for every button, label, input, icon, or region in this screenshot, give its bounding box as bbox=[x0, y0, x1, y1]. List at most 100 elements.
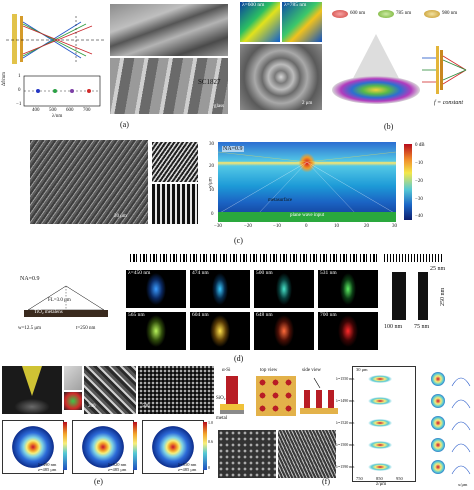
sem-f-2 bbox=[278, 430, 336, 478]
sem-grating-bottom bbox=[110, 58, 228, 114]
db-tick: −40 bbox=[415, 214, 423, 219]
field-x-tick: 10 bbox=[334, 224, 339, 229]
focus-cone bbox=[22, 366, 42, 396]
plot-x-tick: 500 bbox=[49, 108, 57, 113]
db-colorbar bbox=[404, 144, 412, 220]
pillar-cell bbox=[226, 376, 238, 404]
thickness-label: t=250 nm bbox=[76, 326, 96, 331]
focal-scan-row bbox=[354, 416, 412, 430]
grating-ray-diagram bbox=[6, 14, 106, 64]
focal-scan-row bbox=[354, 394, 412, 408]
dot-980-icon bbox=[424, 10, 440, 18]
plot-y-tick: −1 bbox=[16, 102, 22, 107]
field-rays bbox=[218, 151, 396, 222]
focal-spot-520 bbox=[72, 420, 134, 474]
field-x-tick: −20 bbox=[244, 224, 252, 229]
field-y-tick: 0 bbox=[211, 212, 214, 217]
top-view-label: top view bbox=[260, 368, 278, 373]
data-point bbox=[70, 89, 74, 93]
metasurface-label: metasurface bbox=[268, 198, 293, 203]
metalens-barcode bbox=[130, 254, 380, 262]
focal-label: λ=490 nm bbox=[38, 462, 57, 467]
tio2-lens-schematic bbox=[24, 285, 108, 317]
dim-top-label: 25 nm bbox=[430, 266, 446, 272]
field-x-tick: 0 bbox=[305, 224, 308, 229]
spot bbox=[431, 372, 445, 386]
dot-785-icon bbox=[378, 10, 394, 18]
dot-600-icon bbox=[332, 10, 348, 18]
data-point bbox=[87, 89, 91, 93]
spot bbox=[431, 460, 445, 474]
field-x-tick: 30 bbox=[392, 224, 397, 229]
x-tick: 750 bbox=[356, 476, 363, 481]
panel-label-e: (e) bbox=[94, 477, 103, 486]
focal-sub: z=485 μm bbox=[38, 467, 57, 472]
focal-constant-label: f = constant bbox=[434, 100, 464, 106]
sem-metalens-wide bbox=[30, 140, 148, 224]
wavelength-row-label: λ=1490 nm bbox=[336, 398, 355, 403]
tile-474: 474 nm bbox=[190, 270, 250, 308]
metal-label: metal bbox=[216, 416, 228, 421]
top-view-grid bbox=[256, 376, 296, 416]
cell-inset bbox=[64, 366, 82, 390]
spot bbox=[431, 438, 445, 452]
sem-zoom-1 bbox=[152, 142, 198, 182]
dim-bottom-left-label: 100 nm bbox=[384, 324, 403, 330]
sem-pillars-2 bbox=[138, 366, 214, 414]
focal-spot-490 bbox=[2, 420, 64, 474]
material-label: α-Si bbox=[222, 368, 231, 373]
x-tick: 950 bbox=[396, 476, 403, 481]
spot bbox=[431, 416, 445, 430]
substrate-label: glass bbox=[214, 104, 224, 109]
scale-bar-label: 20 μm bbox=[114, 214, 127, 219]
db-tick: 0 dB bbox=[415, 143, 425, 148]
colorbar-tick: 0.6 bbox=[208, 439, 213, 444]
tile-648: 648 nm bbox=[254, 312, 314, 350]
metalens-barcode-right bbox=[384, 254, 444, 262]
wavelength-row-label: λ=1590 nm bbox=[336, 464, 355, 469]
tile-450: λ=450 nm bbox=[126, 270, 186, 308]
fl-label: FL=3.0 μm bbox=[48, 298, 71, 303]
na-label: NA=0.9 bbox=[20, 276, 40, 282]
spot bbox=[431, 394, 445, 408]
panel-e: 200 500 λ=490 nm λ=520 nm λ=550 nm z=485… bbox=[0, 364, 216, 490]
side-view-schematic bbox=[300, 377, 338, 414]
focal-sub: z=485 μm bbox=[108, 467, 127, 472]
focal-scan-row bbox=[354, 372, 412, 386]
panel-f: α-Si SiO₂ metal top view side view 30 μm… bbox=[216, 364, 474, 490]
wavelength-legend: 980 nm bbox=[442, 11, 458, 16]
tile-531: 531 nm bbox=[318, 270, 378, 308]
side-axis-label: x/μm bbox=[458, 482, 468, 487]
scale-label: 500 bbox=[142, 404, 150, 409]
plot-y-tick: 0 bbox=[18, 88, 21, 93]
plot-x-tick: 700 bbox=[83, 108, 91, 113]
scale-label: 200 bbox=[88, 404, 96, 409]
nanopillar-large bbox=[392, 272, 406, 320]
db-tick: −20 bbox=[415, 179, 423, 184]
wavelength-row-label: λ=1500 nm bbox=[336, 442, 355, 447]
field-x-tick: −10 bbox=[273, 224, 281, 229]
field-x-tick: 20 bbox=[364, 224, 369, 229]
field-y-tick: 30 bbox=[209, 142, 214, 147]
panel-label-b: (b) bbox=[384, 122, 394, 131]
tile-565: 565 nm bbox=[126, 312, 186, 350]
scale-bar-label: 2 μm bbox=[302, 101, 313, 106]
sem-f-1 bbox=[218, 430, 276, 478]
metalens-schematic bbox=[332, 34, 467, 104]
sio2-layer bbox=[220, 404, 244, 410]
focal-sub: z=485 μm bbox=[178, 467, 197, 472]
nanopillar-small bbox=[418, 272, 428, 320]
focal-shift-plot bbox=[23, 75, 101, 107]
metal-layer bbox=[220, 410, 244, 414]
sem-grating-top bbox=[110, 4, 228, 56]
wavelength-legend: 785 nm bbox=[396, 11, 412, 16]
plot-x-label: λ/nm bbox=[52, 114, 63, 119]
wavelength-row-label: λ=1520 nm bbox=[336, 420, 355, 425]
panel-label-c: (c) bbox=[234, 236, 243, 245]
x-tick: 850 bbox=[376, 476, 383, 481]
plot-x-tick: 400 bbox=[32, 108, 40, 113]
material-label: TiO₂ metalens bbox=[34, 310, 63, 315]
sem-zoom-2 bbox=[152, 184, 198, 224]
na-label: NA=0.9 bbox=[222, 146, 244, 152]
focal-label: λ=550 nm bbox=[178, 462, 197, 467]
